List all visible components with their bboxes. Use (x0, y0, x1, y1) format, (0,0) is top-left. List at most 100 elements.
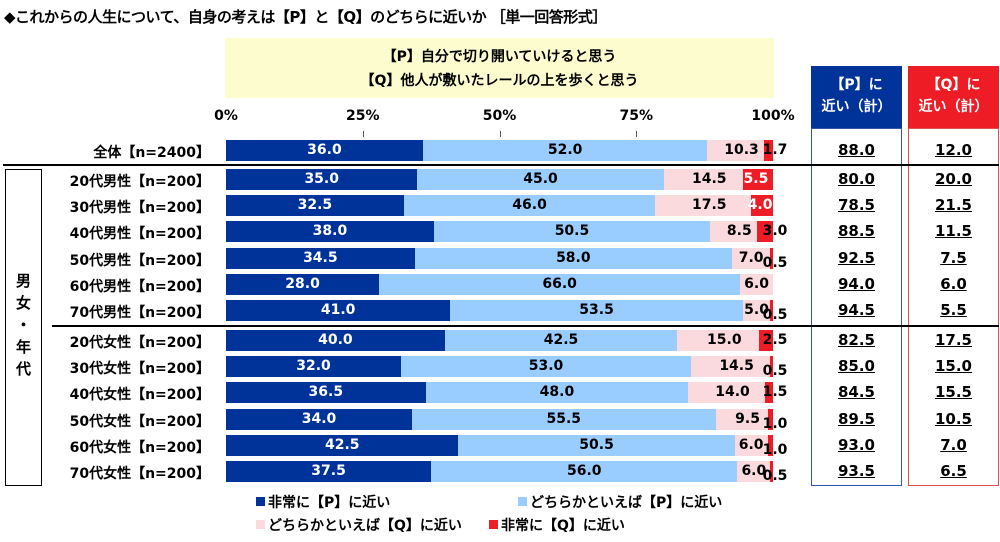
row-label: 20代女性【n=200】 (69, 335, 210, 351)
data-label: 58.0 (556, 249, 591, 266)
row-label: 60代女性【n=200】 (69, 439, 210, 456)
bar-strong-p (226, 247, 415, 269)
data-label: 0.5 (762, 468, 788, 484)
bar-strong-p (226, 461, 432, 482)
bar-weak-q (710, 221, 757, 243)
q-total-value: 11.5 (934, 222, 972, 241)
data-label: 66.0 (542, 275, 577, 292)
data-label: 50.5 (554, 223, 590, 240)
bar-weak-p (450, 300, 743, 321)
group-label-char: 年 (15, 338, 31, 356)
data-label: 14.5 (691, 171, 727, 187)
legend-item-weak-p: どちらかといえば【P】に近い (518, 492, 722, 512)
q-total-value: 7.0 (940, 435, 967, 454)
bar-strong-p (226, 408, 412, 430)
x-tick-label: 50% (482, 108, 517, 124)
x-tick-label: 75% (619, 108, 654, 124)
data-label: 36.0 (307, 142, 342, 158)
bar-weak-q (677, 330, 760, 351)
bar-weak-q (740, 273, 773, 295)
data-label: 0.5 (762, 307, 788, 323)
p-total-value: 93.5 (837, 462, 875, 480)
data-label: 8.5 (726, 223, 752, 240)
data-label: 55.5 (546, 410, 582, 427)
bar-strong-q (767, 408, 773, 430)
p-total-value: 93.0 (837, 435, 875, 454)
data-label: 32.5 (297, 197, 333, 214)
x-tick-label: 100% (751, 108, 795, 124)
bar-strong-p (226, 382, 426, 404)
data-label: 6.0 (738, 436, 764, 453)
p-header-line1: 【P】に (830, 77, 883, 93)
bar-strong-q (764, 382, 773, 404)
p-total-value: 94.5 (837, 301, 875, 319)
bar-strong-q (770, 356, 773, 378)
data-label: 28.0 (285, 275, 320, 292)
data-label: 5.5 (743, 171, 769, 187)
q-total-value: 17.5 (934, 331, 972, 349)
bar-strong-p (226, 140, 423, 161)
q-total-value: 7.5 (940, 248, 967, 267)
bar-weak-p (379, 273, 741, 295)
data-label: 14.5 (719, 358, 754, 375)
data-label: 4.0 (747, 197, 773, 214)
bar-strong-q (770, 247, 773, 269)
q-total-value: 6.0 (940, 274, 967, 293)
data-label: 1.7 (762, 142, 788, 158)
data-label: 34.0 (301, 410, 337, 427)
data-label: 3.0 (762, 223, 788, 240)
row-label: 20代男性【n=200】 (69, 174, 210, 190)
question-box: 【P】自分で切り開いていけると思う 【Q】他人が敷いたレールの上を歩くと思う (225, 38, 774, 98)
row-label: 40代女性【n=200】 (69, 387, 210, 404)
data-label: 1.0 (762, 441, 788, 458)
q-total-value: 12.0 (934, 141, 972, 159)
p-header-line2: 近い（計） (821, 99, 892, 115)
legend-label: 非常に【Q】に近い (501, 518, 625, 534)
data-label: 38.0 (312, 223, 348, 240)
q-total-value: 10.5 (934, 409, 972, 428)
data-label: 10.3 (724, 142, 759, 158)
data-label: 2.5 (762, 332, 788, 348)
q-total-value: 20.0 (934, 170, 972, 188)
bar-strong-q (770, 461, 773, 482)
data-label: 14.0 (715, 384, 750, 401)
divider-total (3, 164, 999, 166)
data-label: 37.5 (311, 463, 346, 479)
data-label: 35.0 (304, 171, 339, 187)
q-total-value: 21.5 (934, 196, 972, 215)
row-label: 全体【n=2400】 (93, 145, 210, 161)
data-label: 1.0 (762, 415, 788, 432)
data-label: 6.0 (744, 275, 769, 292)
p-total-value: 89.5 (837, 409, 875, 428)
bar-weak-q (655, 195, 752, 217)
legend-item-strong-q: 非常に【Q】に近い (489, 515, 625, 535)
p-total-value: 78.5 (837, 196, 875, 215)
legend-label: どちらかといえば【Q】に近い (268, 518, 462, 534)
data-label: 45.0 (523, 171, 558, 187)
data-label: 34.5 (303, 249, 338, 266)
x-tick-mark (362, 131, 364, 137)
data-label: 32.0 (296, 358, 331, 375)
data-label: 9.5 (735, 410, 760, 427)
legend-swatch (518, 497, 527, 506)
x-tick-label: 0% (214, 108, 238, 124)
row-label: 50代女性【n=200】 (69, 413, 210, 430)
data-label: 53.0 (528, 358, 564, 375)
bar-weak-q (737, 461, 771, 482)
data-label: 56.0 (567, 463, 602, 479)
p-total-value: 82.5 (837, 331, 875, 349)
bar-weak-p (422, 140, 708, 161)
row-label: 70代女性【n=200】 (69, 466, 210, 482)
bar-weak-q (690, 356, 771, 378)
legend-label: どちらかといえば【P】に近い (530, 495, 723, 511)
legend-swatch (256, 497, 265, 506)
p-total-value: 80.0 (837, 170, 875, 188)
data-label: 17.5 (691, 197, 727, 214)
group-label-char: 女 (15, 294, 31, 312)
data-label: 5.0 (744, 302, 769, 318)
bar-weak-q (663, 169, 743, 190)
p-total-column (811, 128, 902, 486)
data-label: 41.0 (320, 302, 356, 318)
bar-strong-q (751, 195, 773, 217)
bar-strong-q (756, 221, 773, 243)
